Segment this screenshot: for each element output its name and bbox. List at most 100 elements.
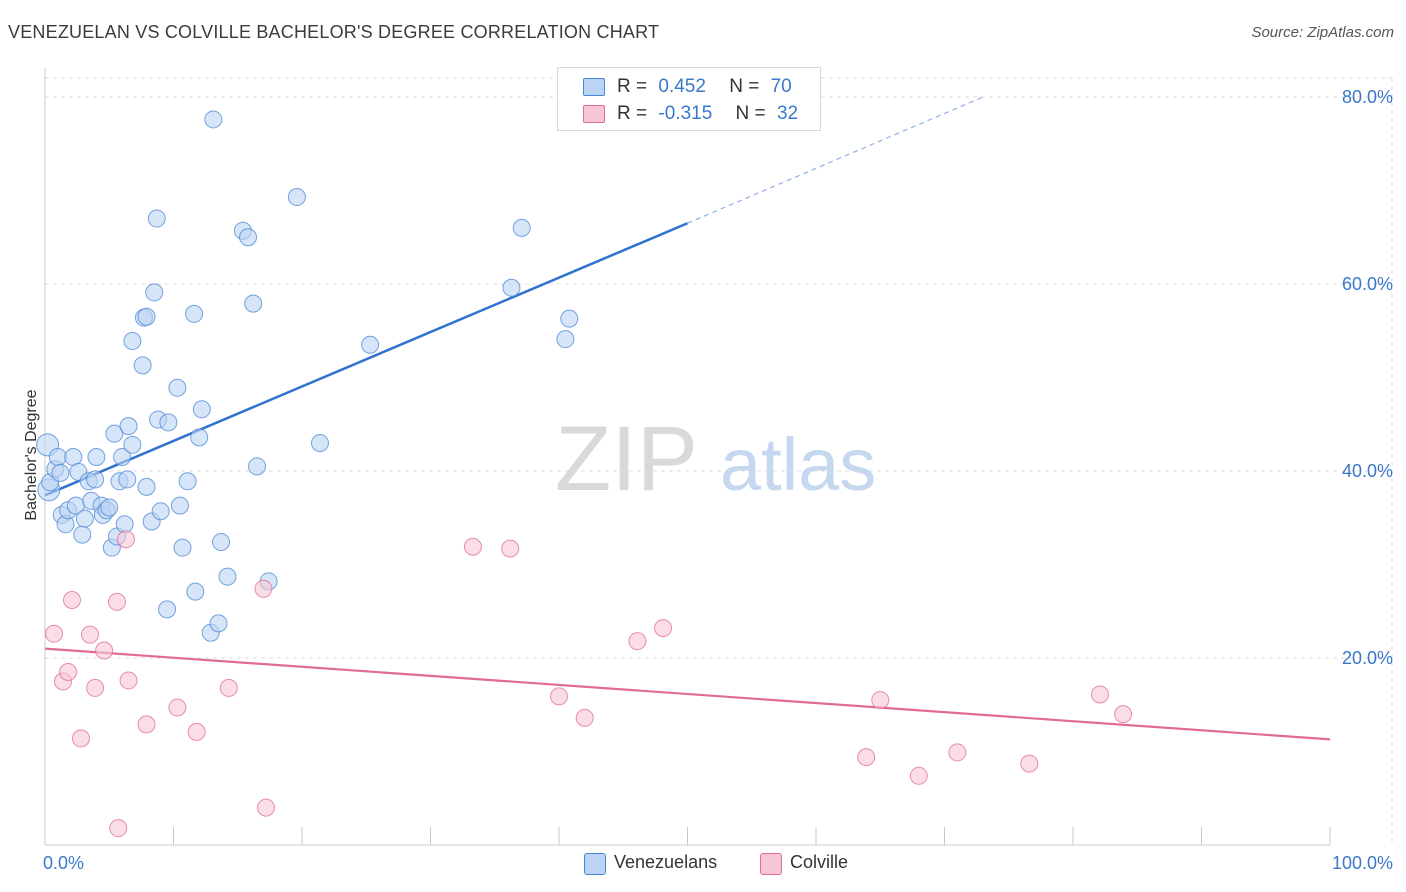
data-point (100, 498, 119, 517)
data-point (556, 330, 575, 349)
chart-title: VENEZUELAN VS COLVILLE BACHELOR'S DEGREE… (8, 22, 660, 42)
y-tick-label: 80.0% (1342, 87, 1393, 107)
data-point (119, 671, 138, 690)
y-tick-label: 20.0% (1342, 648, 1393, 668)
series-colville (44, 530, 1133, 838)
data-point (239, 228, 258, 247)
data-point (254, 579, 273, 598)
data-points (36, 110, 1133, 838)
data-point (178, 472, 197, 491)
bottom-legend-label-venezuelans: Venezuelans (614, 852, 718, 872)
data-point (204, 110, 223, 129)
trend-line-venezuelans (44, 222, 688, 497)
data-point (187, 722, 206, 741)
data-point (654, 619, 673, 638)
data-point (501, 539, 520, 558)
data-point (248, 457, 267, 476)
data-point (51, 463, 70, 482)
data-point (145, 283, 164, 302)
data-point (186, 582, 205, 601)
watermark-zip: ZIP (555, 408, 698, 510)
data-point (71, 729, 90, 748)
data-point (147, 209, 166, 228)
correlation-legend: R = 0.452 N = 70 R = -0.315 N = 32 (557, 67, 821, 131)
data-point (137, 477, 156, 496)
data-point (310, 433, 329, 452)
trend-line-colville (44, 647, 1331, 741)
x-tick-label-left: 0.0% (43, 853, 84, 873)
data-point (87, 447, 106, 466)
data-point (123, 435, 142, 454)
legend-n-label: N = (729, 76, 760, 97)
data-point (158, 600, 177, 619)
data-point (170, 496, 189, 515)
data-point (190, 428, 209, 447)
data-point (244, 294, 263, 313)
data-point (159, 413, 178, 432)
data-point (550, 687, 568, 706)
data-point (1020, 754, 1039, 773)
data-point (173, 538, 192, 557)
data-point (48, 447, 67, 466)
data-point (59, 663, 78, 682)
data-point (512, 218, 531, 237)
data-point (948, 743, 967, 762)
data-point (80, 625, 99, 644)
data-point (185, 304, 204, 323)
data-point (73, 525, 92, 544)
series-venezuelans (36, 110, 579, 642)
data-point (113, 447, 132, 466)
bottom-legend-swatch-venezuelans (584, 853, 606, 875)
legend-swatch-colville (583, 105, 605, 123)
legend-n-value-colville: 32 (776, 103, 799, 124)
legend-r-label: R = (617, 103, 648, 124)
y-tick-label: 40.0% (1342, 461, 1393, 481)
x-tick-label-right: 100.0% (1332, 853, 1393, 873)
data-point (463, 537, 482, 556)
data-point (75, 509, 94, 528)
watermark-atlas: atlas (720, 423, 876, 506)
data-point (107, 592, 126, 611)
data-point (137, 715, 156, 734)
data-point (105, 424, 124, 443)
data-point (137, 307, 156, 326)
legend-r-label: R = (617, 76, 648, 97)
data-point (212, 533, 231, 552)
data-point (116, 530, 135, 549)
data-point (168, 378, 187, 397)
data-point (502, 278, 521, 297)
legend-swatch-venezuelans (583, 78, 605, 96)
data-point (575, 708, 594, 727)
data-point (287, 188, 306, 207)
data-point (118, 470, 137, 489)
data-point (86, 678, 105, 697)
data-point (209, 614, 228, 633)
data-point (857, 748, 876, 767)
data-point (123, 332, 142, 351)
source-label: Source: ZipAtlas.com (1251, 24, 1394, 41)
bottom-legend-swatch-colville (760, 853, 782, 875)
data-point (628, 632, 647, 651)
legend-n-label: N = (735, 103, 766, 124)
data-point (909, 766, 928, 785)
data-point (109, 819, 128, 838)
data-point (871, 691, 890, 710)
data-point (218, 567, 237, 586)
data-point (133, 356, 152, 375)
watermark: ZIP atlas (555, 408, 876, 510)
y-tick-label: 60.0% (1342, 274, 1393, 294)
data-point (62, 591, 81, 610)
tick-labels: 20.0% 40.0% 60.0% 80.0% 0.0% 100.0% (43, 87, 1393, 873)
axes (44, 68, 1331, 846)
data-point (44, 624, 63, 643)
data-point (361, 335, 380, 354)
data-point (119, 417, 138, 436)
bottom-legend-label-colville: Colville (790, 852, 849, 872)
data-point (86, 470, 105, 489)
data-point (151, 502, 170, 521)
data-point (115, 515, 134, 534)
legend-r-value-colville: -0.315 (658, 103, 713, 124)
data-point (257, 798, 276, 817)
data-point (64, 447, 83, 466)
